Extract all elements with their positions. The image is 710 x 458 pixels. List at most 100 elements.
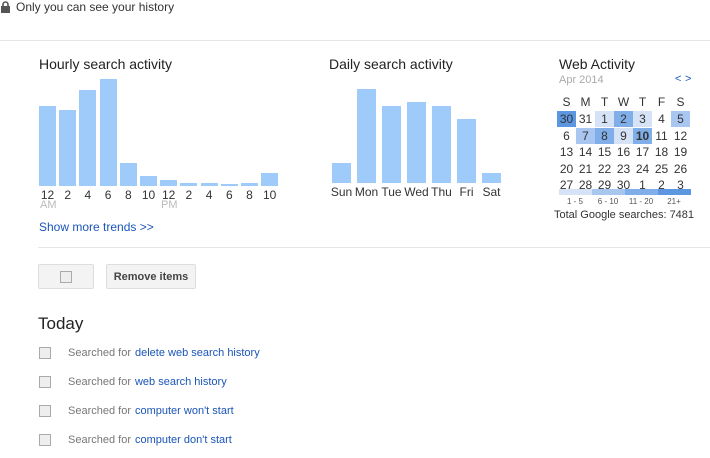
pm-label: PM	[161, 199, 178, 211]
calendar-day[interactable]: 12	[671, 127, 690, 144]
tick-label: 2	[64, 188, 72, 202]
search-query-link[interactable]: delete web search history	[134, 347, 260, 359]
legend-swatch	[592, 189, 625, 195]
chart-bar	[457, 119, 476, 183]
calendar-day[interactable]: 23	[614, 160, 633, 177]
calendar-day[interactable]: 31	[576, 111, 595, 127]
calendar-day[interactable]: 20	[557, 160, 576, 177]
calendar-day[interactable]: 10	[633, 127, 652, 144]
web-activity-title: Web Activity	[559, 56, 635, 72]
prev-month-button[interactable]: <	[675, 73, 682, 85]
calendar-day[interactable]: 13	[557, 144, 576, 160]
legend-label: 21+	[667, 197, 681, 206]
tick-label: Thu	[431, 185, 452, 199]
calendar-day[interactable]: 30	[557, 111, 576, 127]
show-more-trends-link[interactable]: Show more trends >>	[39, 220, 154, 234]
remove-items-button[interactable]: Remove items	[106, 264, 196, 289]
chart-bar	[407, 102, 426, 183]
calendar-day[interactable]: 2	[614, 111, 633, 127]
tick-label: 12	[40, 188, 55, 202]
calendar-day[interactable]: 14	[576, 144, 595, 160]
search-query-link[interactable]: computer won't start	[134, 405, 234, 417]
calendar-day[interactable]: 19	[671, 144, 690, 160]
calendar-day[interactable]: 6	[557, 127, 576, 144]
search-query-link[interactable]: computer don't start	[134, 434, 232, 446]
legend-label: 11 - 20	[628, 197, 654, 206]
calendar-day[interactable]: 7	[576, 127, 595, 144]
search-query-link[interactable]: web search history	[134, 376, 227, 388]
calendar-day[interactable]: 17	[633, 144, 652, 160]
chart-bar	[261, 173, 279, 186]
calendar-day[interactable]: 24	[633, 160, 652, 177]
chart-bar	[59, 110, 77, 186]
tick-label: Fri	[459, 185, 474, 199]
calendar-day[interactable]: 22	[595, 160, 614, 177]
chart-bar	[160, 180, 178, 186]
calendar-day[interactable]: 1	[595, 111, 614, 127]
weekday-label: T	[600, 95, 609, 109]
chart-bar	[200, 183, 218, 186]
daily-title: Daily search activity	[329, 56, 453, 72]
weekday-label: W	[617, 95, 630, 109]
chart-bar	[39, 106, 56, 186]
calendar-day[interactable]: 15	[595, 144, 614, 160]
calendar-day[interactable]: 21	[576, 160, 595, 177]
tick-label: Sat	[482, 185, 501, 199]
chart-bar	[332, 163, 351, 183]
weekday-label: S	[562, 95, 571, 109]
privacy-notice: Only you can see your history	[0, 0, 710, 14]
item-checkbox[interactable]	[39, 376, 51, 388]
item-prefix: Searched for	[68, 434, 131, 446]
legend-swatch	[658, 189, 691, 195]
chart-bar	[482, 173, 501, 183]
weekday-label: S	[676, 95, 685, 109]
history-item: Searched for web search history	[39, 376, 227, 388]
calendar-day[interactable]: 9	[614, 127, 633, 144]
tick-label: 8	[124, 188, 132, 202]
item-checkbox[interactable]	[39, 434, 51, 446]
tick-label: 6	[104, 188, 112, 202]
calendar-day[interactable]: 26	[671, 160, 690, 177]
divider	[38, 247, 710, 248]
tick-label: Sun	[330, 185, 353, 199]
tick-label: 12	[162, 188, 176, 202]
total-searches: Total Google searches: 7481	[554, 209, 695, 221]
tick-label: 6	[225, 188, 233, 202]
calendar-day[interactable]: 18	[652, 144, 671, 160]
chart-bar	[79, 90, 97, 186]
calendar-month: Apr 2014	[559, 74, 604, 86]
item-prefix: Searched for	[68, 347, 131, 359]
tick-label: Tue	[381, 185, 402, 199]
hourly-title: Hourly search activity	[39, 56, 173, 72]
calendar-day[interactable]: 25	[652, 160, 671, 177]
item-checkbox[interactable]	[39, 405, 51, 417]
weekday-label: T	[638, 95, 647, 109]
select-all-checkbox[interactable]	[60, 270, 72, 283]
chart-bar	[241, 183, 258, 186]
tick-label: Wed	[404, 185, 429, 199]
privacy-text: Only you can see your history	[16, 0, 175, 14]
item-checkbox[interactable]	[39, 347, 51, 359]
calendar-day[interactable]: 11	[652, 127, 671, 144]
calendar-day[interactable]: 8	[595, 127, 614, 144]
calendar-day[interactable]: 3	[633, 111, 652, 127]
today-heading: Today	[38, 314, 84, 333]
legend-label: 6 - 10	[597, 197, 619, 206]
next-month-button[interactable]: >	[685, 73, 692, 85]
calendar-day[interactable]: 4	[652, 111, 671, 127]
weekday-label: F	[657, 95, 666, 109]
legend-swatch	[559, 189, 592, 195]
activity-legend: 1 - 5 6 - 10 11 - 20 21+	[559, 189, 691, 209]
history-item: Searched for computer won't start	[39, 405, 234, 417]
tick-label: 10	[263, 188, 277, 202]
chart-bar	[432, 106, 451, 183]
select-all-button[interactable]	[38, 264, 94, 289]
divider	[0, 40, 710, 41]
calendar-day[interactable]: 5	[671, 111, 690, 127]
history-item: Searched for computer don't start	[39, 434, 232, 446]
calendar-day[interactable]: 16	[614, 144, 633, 160]
lock-icon	[1, 1, 10, 13]
chart-bar	[140, 176, 157, 186]
tick-label: 2	[185, 188, 193, 202]
tick-label: 4	[84, 188, 92, 202]
